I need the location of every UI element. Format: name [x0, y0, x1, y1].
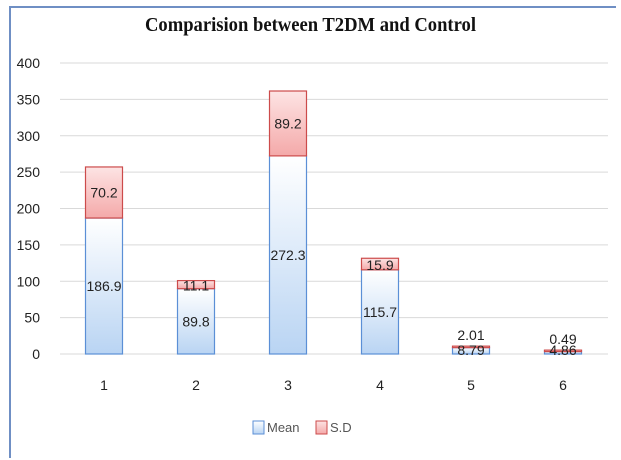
- y-tick-label: 50: [24, 310, 40, 326]
- bar-sd: [360, 257, 400, 271]
- legend-swatch: [252, 420, 265, 435]
- bar-sd: [84, 166, 124, 219]
- y-axis-ticks: 0 50 100 150 200 250 300 350 400: [17, 55, 41, 362]
- x-axis-ticks: 1 2 3 4 5 6: [100, 377, 567, 393]
- data-label-mean: 4.86: [549, 342, 576, 358]
- legend-swatch: [315, 420, 328, 435]
- bar-sd: [268, 90, 308, 157]
- data-label-mean: 272.3: [270, 247, 305, 263]
- data-label-sd: 2.01: [457, 327, 484, 343]
- y-tick-label: 350: [17, 91, 41, 107]
- x-tick-label: 3: [284, 377, 292, 393]
- data-label-mean: 89.8: [182, 313, 209, 329]
- chart-title: Comparision between T2DM and Control: [144, 14, 477, 36]
- data-label-sd: 70.2: [90, 184, 117, 200]
- y-tick-label: 100: [17, 273, 41, 289]
- data-label-sd: 0.49: [549, 331, 576, 347]
- data-label-mean: 186.9: [86, 278, 121, 294]
- bar-sd: [176, 279, 216, 290]
- legend-label: Mean: [267, 420, 300, 435]
- data-label-sd: 15.9: [366, 257, 393, 273]
- data-label-sd: 11.1: [183, 278, 209, 294]
- bar-sd: [451, 345, 491, 349]
- legend: Mean S.D: [252, 420, 352, 435]
- bars: [84, 90, 583, 355]
- y-tick-label: 0: [32, 346, 40, 362]
- bar-mean: [360, 269, 400, 355]
- data-label-mean: 115.7: [363, 304, 397, 320]
- y-tick-label: 300: [17, 128, 41, 144]
- y-tick-label: 250: [17, 164, 41, 180]
- legend-label: S.D: [330, 420, 352, 435]
- data-label-sd: 89.2: [274, 115, 301, 131]
- bar-mean: [268, 155, 308, 355]
- x-tick-label: 4: [376, 377, 384, 393]
- gridlines: [60, 62, 608, 355]
- x-tick-label: 1: [100, 377, 108, 393]
- x-tick-label: 2: [192, 377, 200, 393]
- bar-sd: [543, 349, 583, 353]
- bar-mean: [84, 217, 124, 355]
- y-tick-label: 200: [17, 201, 41, 217]
- data-labels: 186.9 70.2 89.8 11.1 272.3 89.2 115.7 15.9 8.792…: [86, 115, 576, 358]
- y-tick-label: 400: [17, 55, 41, 71]
- x-tick-label: 6: [559, 377, 567, 393]
- y-tick-label: 150: [17, 237, 41, 253]
- bar-mean: [176, 288, 216, 355]
- x-tick-label: 5: [467, 377, 475, 393]
- data-label-mean: 8.79: [457, 342, 484, 358]
